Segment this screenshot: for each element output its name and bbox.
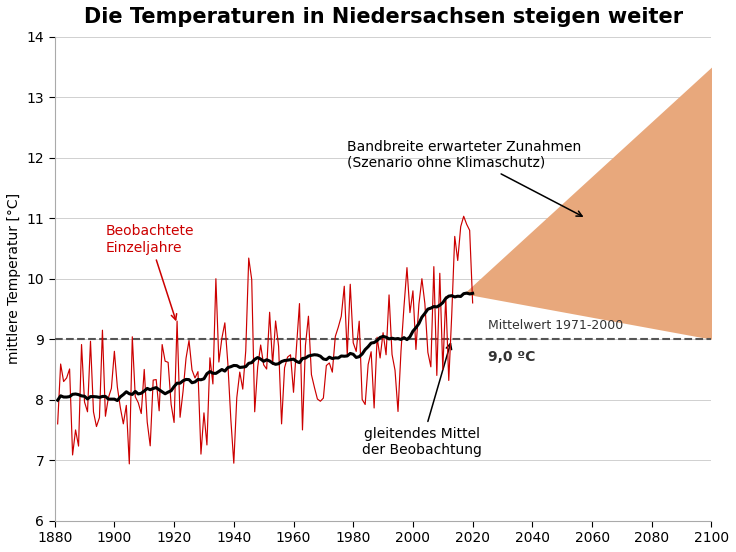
Text: gleitendes Mittel
der Beobachtung: gleitendes Mittel der Beobachtung bbox=[362, 343, 482, 457]
Text: 9,0 ºC: 9,0 ºC bbox=[487, 350, 535, 364]
Text: Beobachtete
Einzeljahre: Beobachtete Einzeljahre bbox=[105, 224, 194, 320]
Text: Mittelwert 1971-2000: Mittelwert 1971-2000 bbox=[487, 319, 623, 332]
Title: Die Temperaturen in Niedersachsen steigen weiter: Die Temperaturen in Niedersachsen steige… bbox=[83, 7, 683, 27]
Y-axis label: mittlere Temperatur [°C]: mittlere Temperatur [°C] bbox=[7, 193, 21, 364]
Text: Bandbreite erwarteter Zunahmen
(Szenario ohne Klimaschutz): Bandbreite erwarteter Zunahmen (Szenario… bbox=[347, 140, 582, 216]
